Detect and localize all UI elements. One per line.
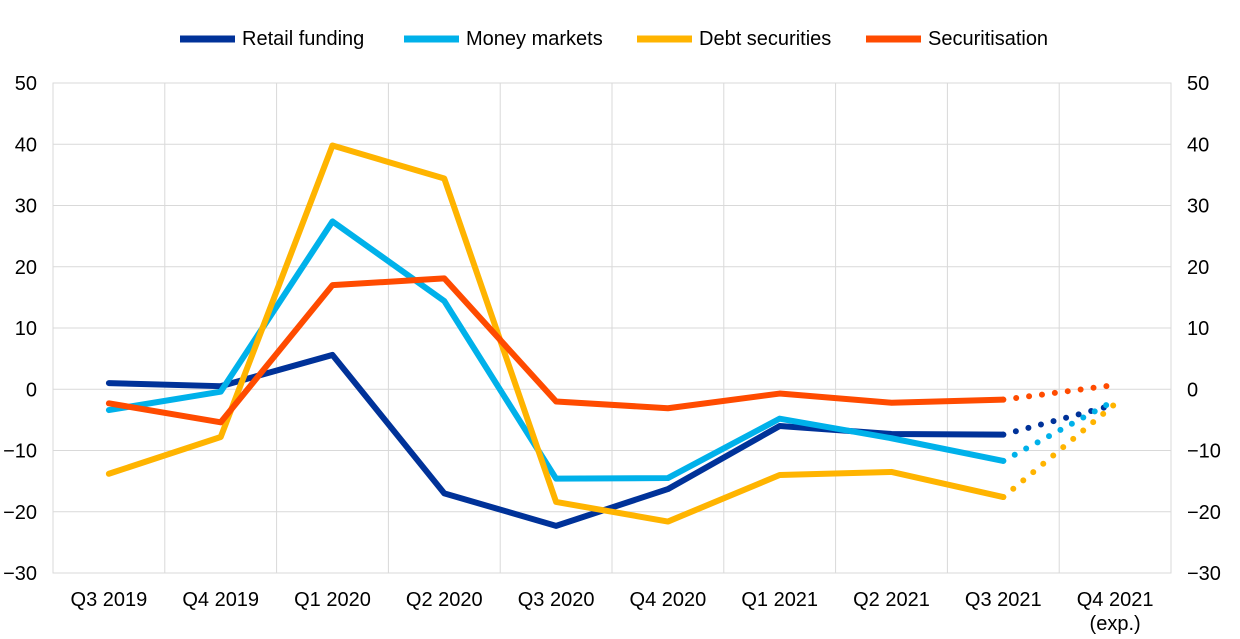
legend-label: Debt securities [699,28,831,50]
y-tick-label-right: 0 [1187,379,1198,401]
y-tick-label-right: 40 [1187,134,1209,156]
x-tick-label: Q3 2021 [965,589,1042,611]
y-tick-label-left: 30 [15,196,37,218]
y-tick-label-right: −30 [1187,563,1221,585]
series-line [105,218,1007,482]
x-tick-label: Q4 2020 [630,589,707,611]
y-tick-label-left: −20 [3,502,37,524]
x-tick-label: Q1 2021 [741,589,818,611]
series-line [105,142,1007,525]
series-line [105,275,1007,426]
x-tick-label: Q4 2021 [1077,589,1154,611]
y-tick-label-left: −10 [3,441,37,463]
y-tick-label-right: 30 [1187,196,1209,218]
axes: −30 −30 −20 −20 −10 −10 0 0 10 10 20 20 30 30 40 40 50 50… [3,73,1221,635]
y-tick-label-left: 40 [15,134,37,156]
legend-label: Money markets [466,28,603,50]
x-tick-label: Q2 2021 [853,589,930,611]
legend: Retail funding Money markets Debt securiti… [180,28,1048,50]
y-tick-label-left: 0 [26,379,37,401]
y-tick-label-left: 20 [15,257,37,279]
y-tick-label-right: −10 [1187,441,1221,463]
y-tick-label-left: 10 [15,318,37,340]
series-forecast-line [1000,397,1119,464]
y-tick-label-left: −30 [3,563,37,585]
y-tick-label-right: 20 [1187,257,1209,279]
x-tick-label: Q3 2019 [71,589,148,611]
x-tick-label: Q3 2020 [518,589,595,611]
y-tick-label-right: 50 [1187,73,1209,95]
legend-label: Retail funding [242,28,364,50]
y-tick-label-right: 10 [1187,318,1209,340]
x-tick-label: Q4 2019 [182,589,259,611]
x-tick-sublabel: (exp.) [1090,613,1141,635]
x-tick-label: Q1 2020 [294,589,371,611]
series-forecast-line [1000,381,1119,403]
series-lines [105,142,1119,529]
y-tick-label-left: 50 [15,73,37,95]
series-forecast-line [1000,400,1119,501]
x-tick-label: Q2 2020 [406,589,483,611]
y-tick-label-right: −20 [1187,502,1221,524]
legend-label: Securitisation [928,28,1048,50]
